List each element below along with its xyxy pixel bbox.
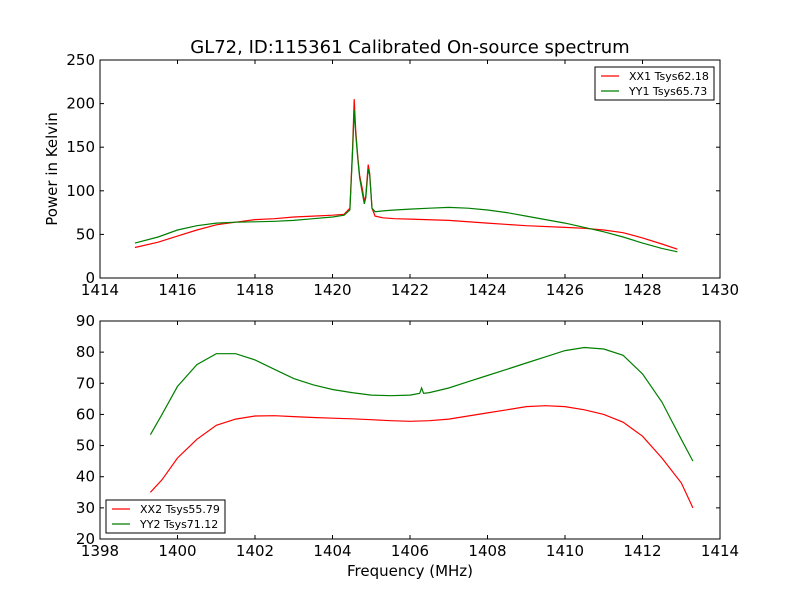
x-tick-label: 1420 — [313, 281, 351, 299]
figure-title: GL72, ID:115361 Calibrated On-source spe… — [190, 37, 629, 58]
x-tick-label: 1422 — [391, 281, 429, 299]
series-line-1-2 — [134, 109, 678, 253]
x-tick-label: 1406 — [391, 542, 429, 560]
legend-box — [594, 66, 715, 101]
y-axis-label: Power in Kelvin — [43, 112, 61, 226]
x-tick-label: 1404 — [313, 542, 351, 560]
y-tick-label: 90 — [76, 312, 95, 330]
y-tick-label: 20 — [76, 530, 95, 548]
x-tick-label: 1400 — [158, 542, 196, 560]
y-tick-label: 70 — [76, 374, 95, 392]
x-tick-label: 1412 — [623, 542, 661, 560]
x-tick-label: 1408 — [468, 542, 506, 560]
x-tick-label: 1430 — [701, 281, 739, 299]
legend-box — [105, 499, 226, 534]
x-tick-label: 1424 — [468, 281, 506, 299]
y-tick-label: 250 — [66, 51, 95, 69]
y-tick-label: 80 — [76, 343, 95, 361]
x-axis-label: Frequency (MHz) — [347, 562, 473, 580]
y-tick-label: 150 — [66, 138, 95, 156]
x-tick-label: 1428 — [623, 281, 661, 299]
x-tick-label: 1414 — [701, 542, 739, 560]
y-tick-label: 0 — [85, 269, 95, 287]
x-tick-label: 1410 — [546, 542, 584, 560]
legend-label: YY1 Tsys65.73 — [628, 85, 707, 98]
legend-label: XX1 Tsys62.18 — [629, 70, 709, 83]
y-tick-label: 30 — [76, 499, 95, 517]
x-tick-label: 1418 — [236, 281, 274, 299]
y-tick-label: 50 — [76, 437, 95, 455]
x-tick-label: 1402 — [236, 542, 274, 560]
y-tick-label: 100 — [66, 182, 95, 200]
series-line-2-2 — [149, 346, 694, 462]
series-line-2-1 — [149, 405, 694, 509]
legend: XX2 Tsys55.79 YY2 Tsys71.12 — [105, 499, 226, 534]
x-tick-label: 1414 — [81, 281, 119, 299]
x-tick-label: 1398 — [81, 542, 119, 560]
y-tick-label: 50 — [76, 225, 95, 243]
top-plot: 1414 1416 1418 1420 1422 1424 1426 1428 1430 0 50 1… — [66, 51, 739, 299]
legend: XX1 Tsys62.18 YY1 Tsys65.73 — [594, 66, 715, 101]
x-tick-label: 1416 — [158, 281, 196, 299]
legend-label: YY2 Tsys71.12 — [139, 518, 218, 531]
y-tick-label: 200 — [66, 95, 95, 113]
y-tick-label: 40 — [76, 468, 95, 486]
legend-label: XX2 Tsys55.79 — [140, 503, 220, 516]
bottom-plot: 1398 1400 1402 1404 1406 1408 1410 1412 1414 20 30… — [76, 312, 739, 560]
x-tick-label: 1426 — [546, 281, 584, 299]
y-tick-label: 60 — [76, 405, 95, 423]
